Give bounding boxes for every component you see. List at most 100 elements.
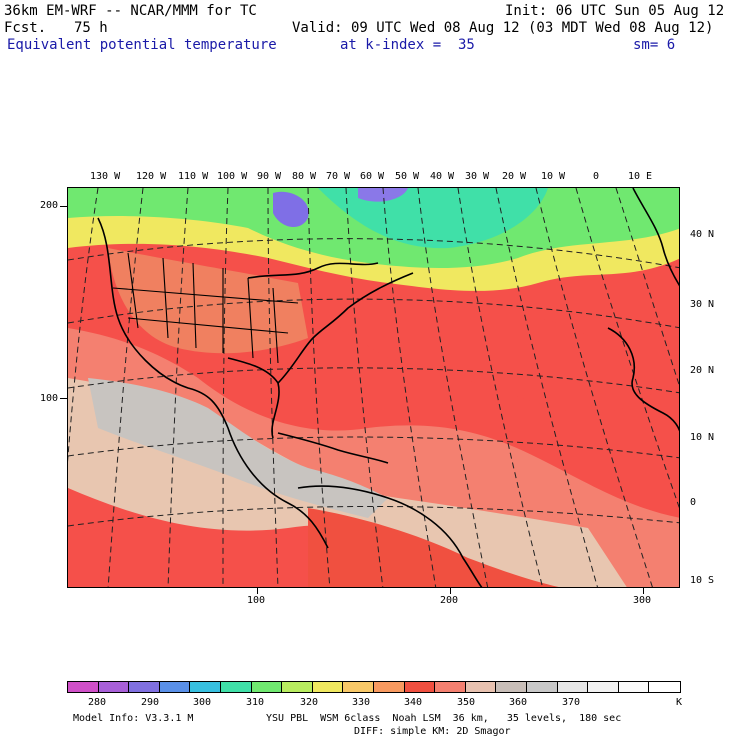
lat-line: [68, 505, 679, 527]
lat-label: 10 S: [690, 575, 715, 586]
state-border: [112, 287, 299, 304]
physics-line-2: DIFF: simple KM: 2D Smagor: [354, 726, 511, 737]
state-border: [247, 277, 254, 359]
lat-line: [68, 367, 679, 394]
level-info: at k-index = 35: [340, 37, 475, 53]
lon-line: [417, 188, 489, 587]
state-borders: [112, 252, 299, 364]
great-lakes-border: [247, 262, 379, 279]
lat-line: [68, 238, 679, 269]
lon-label: 80 W: [292, 171, 317, 182]
colorbar-label: 330: [352, 697, 371, 708]
colorbar-cell: [312, 682, 344, 692]
lon-label: 10 W: [541, 171, 566, 182]
lat-line: [68, 436, 679, 459]
lon-label: 90 W: [257, 171, 282, 182]
lon-line: [68, 188, 99, 463]
colorbar-label: 370: [562, 697, 581, 708]
caribbean-islands: [277, 432, 389, 464]
lat-label: 30 N: [690, 299, 715, 310]
colorbar-label: 300: [193, 697, 212, 708]
pacific-coast: [97, 217, 329, 549]
colorbar-cell: [282, 682, 313, 692]
colorbar-cell: [251, 682, 283, 692]
lon-label: 60 W: [360, 171, 385, 182]
colorbar-label: 350: [457, 697, 476, 708]
colorbar-label: 320: [300, 697, 319, 708]
lon-label: 40 W: [430, 171, 455, 182]
lon-line: [495, 188, 598, 587]
state-border: [192, 262, 197, 349]
colorbar: [67, 681, 681, 693]
colorbar-cell: [190, 682, 221, 692]
x-axis-label: 100: [247, 595, 266, 606]
smoothing-info: sm= 6: [633, 37, 676, 53]
forecast-label: Fcst.: [4, 20, 47, 36]
lat-label: 0: [690, 497, 697, 508]
hudson-bay-low: [273, 191, 309, 228]
colorbar-cell: [557, 682, 589, 692]
south-america-warm: [308, 508, 559, 587]
colorbar-cell: [220, 682, 252, 692]
lon-line: [307, 188, 331, 587]
us-interior: [108, 248, 308, 354]
lon-label: 30 W: [465, 171, 490, 182]
lon-line: [382, 188, 437, 587]
east-coast: [277, 272, 414, 384]
lon-line: [107, 188, 144, 587]
colorbar-cell: [618, 682, 650, 692]
colorbar-cell: [98, 682, 130, 692]
lon-line: [575, 188, 679, 509]
field-name: Equivalent potential temperature: [7, 37, 277, 53]
lon-label: 50 W: [395, 171, 420, 182]
lat-label: 20 N: [690, 365, 715, 376]
atlantic-warm: [338, 313, 658, 413]
colorbar-cell: [526, 682, 558, 692]
graticule: [68, 188, 679, 587]
model-title: 36km EM-WRF -- NCAR/MMM for TC: [4, 3, 257, 19]
lon-label: 130 W: [90, 171, 121, 182]
state-border: [127, 317, 289, 334]
state-border: [127, 252, 139, 329]
colorbar-cell: [435, 682, 466, 692]
lon-label: 20 W: [502, 171, 527, 182]
colorbar-label: 310: [246, 697, 265, 708]
x-axis-label: 300: [633, 595, 652, 606]
south-america-coast: [297, 485, 483, 587]
lat-line: [68, 298, 679, 329]
lon-label: 0: [593, 171, 600, 182]
lat-label: 40 N: [690, 229, 715, 240]
colorbar-cell: [404, 682, 436, 692]
colorbar-cell: [343, 682, 374, 692]
colorbar-label: 290: [141, 697, 160, 708]
model-info: Model Info: V3.3.1 M: [73, 713, 194, 724]
x-tick: [257, 588, 258, 594]
coastlines: [97, 188, 679, 587]
lon-line: [167, 188, 189, 587]
physics-line-1: YSU PBL WSM 6class Noah LSM 36 km, 35 le…: [266, 713, 622, 724]
x-tick: [643, 588, 644, 594]
colorbar-cell: [159, 682, 191, 692]
lon-label: 120 W: [136, 171, 167, 182]
lon-label: 100 W: [217, 171, 248, 182]
colorbar-unit: K: [676, 697, 683, 708]
lon-line: [615, 188, 679, 386]
valid-time: Valid: 09 UTC Wed 08 Aug 12 (03 MDT Wed …: [292, 20, 714, 36]
lat-label: 10 N: [690, 432, 715, 443]
colorbar-cell: [465, 682, 497, 692]
lon-line: [535, 188, 653, 587]
teal-region: [318, 188, 548, 249]
state-border: [272, 287, 279, 364]
y-axis-label: 100: [40, 393, 59, 404]
tropics-grey: [88, 378, 388, 518]
y-axis-label: 200: [40, 200, 59, 211]
map-canvas: [68, 188, 679, 587]
init-time: Init: 06 UTC Sun 05 Aug 12: [505, 3, 725, 19]
colorbar-cell: [496, 682, 527, 692]
lon-label: 70 W: [326, 171, 351, 182]
forecast-hours: 75 h: [74, 20, 108, 36]
colorbar-cell: [588, 682, 619, 692]
state-border: [162, 257, 169, 339]
lon-label: 110 W: [178, 171, 209, 182]
y-tick: [60, 206, 67, 207]
